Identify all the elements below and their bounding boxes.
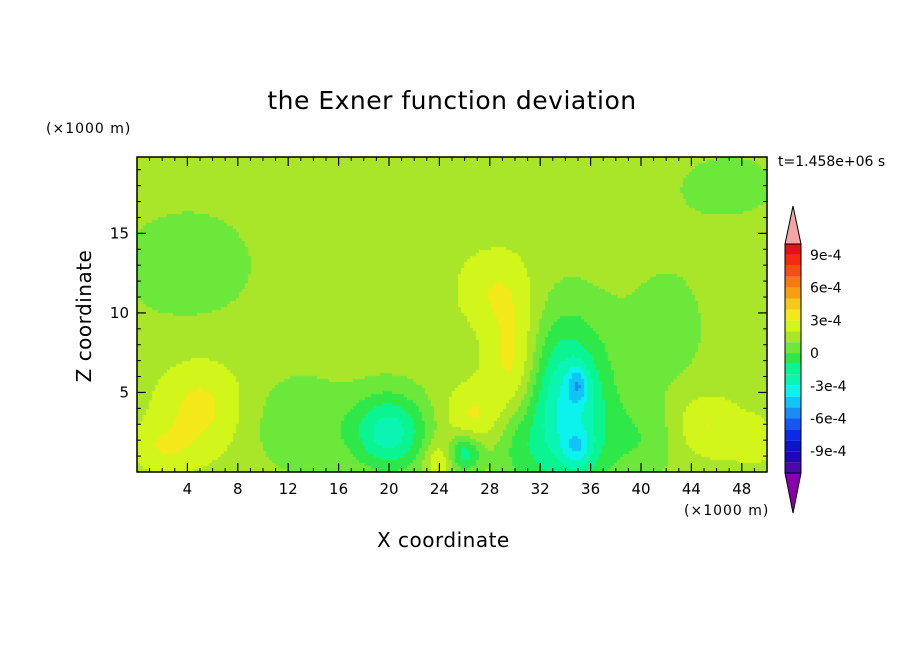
colorbar-segment [785, 265, 801, 277]
colorbar-segment [785, 320, 801, 332]
colorbar-over-arrow [784, 205, 802, 245]
x-tick-label: 28 [480, 480, 499, 498]
heatmap-field [137, 157, 767, 472]
y-tick-label: 5 [119, 383, 129, 401]
colorbar-tick-label: 6e-4 [810, 281, 842, 297]
colorbar-segment [785, 374, 801, 386]
colorbar-segment [785, 440, 801, 452]
colorbar-segment [785, 462, 801, 473]
colorbar-tick-label: 0 [810, 346, 819, 362]
colorbar-segment [785, 331, 801, 343]
colorbar-tick-label: -3e-4 [810, 379, 847, 395]
time-label: t=1.458e+06 s [778, 154, 886, 170]
colorbar-under-arrow [784, 472, 802, 514]
colorbar-segment [785, 287, 801, 299]
colorbar-segment [785, 451, 801, 463]
colorbar-segment [785, 298, 801, 310]
colorbar-segment [785, 429, 801, 441]
x-tick-label: 4 [183, 480, 193, 498]
x-tick-label: 8 [233, 480, 243, 498]
colorbar-tick-label: -6e-4 [810, 411, 847, 427]
y-tick-label: 15 [110, 224, 129, 242]
x-tick-label: 12 [279, 480, 298, 498]
x-tick-label: 32 [531, 480, 550, 498]
colorbar-segment [785, 353, 801, 364]
y-axis-label: Z coordinate [72, 249, 96, 383]
colorbar-segment [785, 396, 801, 408]
colorbar-segment [785, 244, 801, 255]
x-tick-label: 16 [329, 480, 348, 498]
chart-title: the Exner function deviation [267, 86, 637, 115]
colorbar-segment [785, 418, 801, 430]
x-tick-label: 40 [631, 480, 650, 498]
colorbar-segment [785, 276, 801, 288]
colorbar-segment [785, 407, 801, 419]
colorbar-tick-label: 9e-4 [810, 248, 842, 264]
colorbar-segment [785, 254, 801, 266]
colorbar-segment [785, 385, 801, 397]
y-tick-label: 10 [110, 304, 129, 322]
x-tick-label: 48 [732, 480, 751, 498]
colorbar-segment [785, 342, 801, 354]
x-tick-label: 44 [682, 480, 701, 498]
x-axis-label: X coordinate [377, 528, 510, 552]
x-tick-label: 36 [581, 480, 600, 498]
colorbar-tick-label: 3e-4 [810, 313, 842, 329]
colorbar-tick-label: -9e-4 [810, 444, 847, 460]
y-unit-label: (×1000 m) [46, 121, 132, 137]
x-tick-label: 20 [379, 480, 398, 498]
colorbar-segment [785, 309, 801, 321]
colorbar-segment [785, 363, 801, 375]
x-unit-label: (×1000 m) [684, 503, 770, 519]
x-tick-label: 24 [430, 480, 449, 498]
